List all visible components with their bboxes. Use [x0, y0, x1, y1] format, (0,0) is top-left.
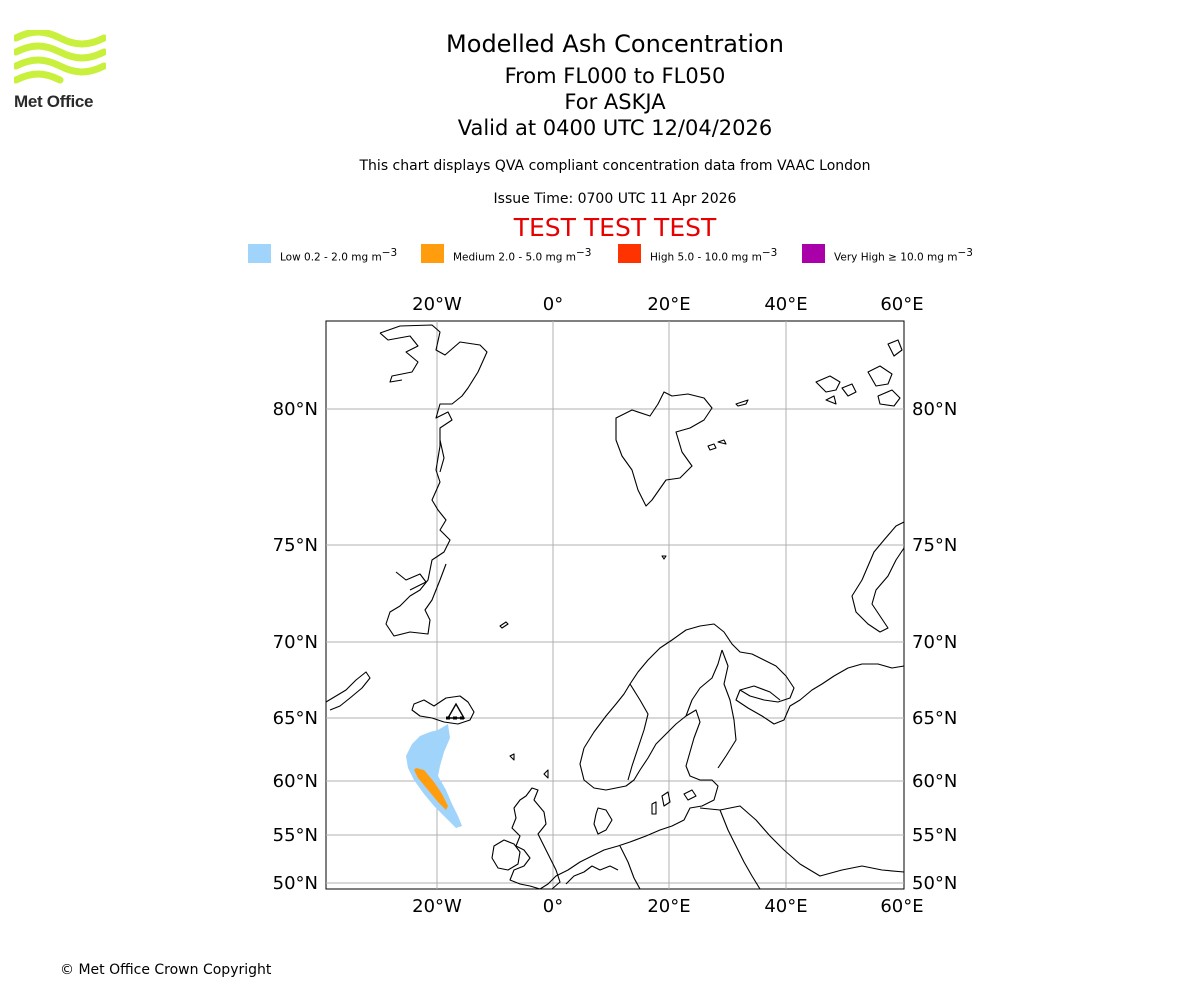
- lon-label-bottom: 60°E: [880, 896, 923, 917]
- kola-white-sea: [739, 685, 781, 701]
- great-britain-coast: [509, 787, 561, 890]
- lat-label-left: 75°N: [273, 535, 318, 556]
- poland-germany: [619, 845, 641, 890]
- norway-sweden-border: [627, 683, 649, 781]
- legend-swatch-very-high: [802, 244, 825, 263]
- greenland-coast: [325, 671, 371, 711]
- svalbard-coast: [615, 391, 713, 507]
- flight-levels: From FL000 to FL050: [504, 64, 726, 88]
- valid-time: Valid at 0400 UTC 12/04/2026: [457, 116, 773, 140]
- novaya-zemlya-coast: [851, 521, 905, 633]
- greenland-coast: [439, 439, 445, 473]
- legend-unit-exp: −3: [575, 247, 592, 259]
- netherlands-coast: [565, 865, 619, 885]
- lat-label-left: 60°N: [273, 771, 318, 792]
- denmark-coast: [593, 807, 613, 835]
- lat-label-right: 70°N: [912, 632, 957, 653]
- oland: [651, 801, 657, 815]
- legend-label-very-high: Very High ≥ 10.0 mg m: [834, 251, 958, 264]
- lat-label-right: 60°N: [912, 771, 957, 792]
- greenland-coast: [379, 332, 419, 383]
- met-office-logo: Met Office: [12, 28, 110, 111]
- poland-east: [719, 809, 761, 890]
- franz-josef-coast: [867, 365, 893, 387]
- lat-label-right: 50°N: [912, 873, 957, 894]
- legend-label-high: High 5.0 - 10.0 mg m: [650, 251, 762, 264]
- scandinavia-coast: [539, 709, 719, 890]
- test-banner: TEST TEST TEST: [513, 213, 717, 242]
- franz-josef-coast: [841, 383, 857, 397]
- estonia-islands: [683, 789, 697, 801]
- legend-swatch-high: [618, 244, 641, 263]
- legend-label-low: Low 0.2 - 2.0 mg m: [280, 251, 382, 264]
- lon-label-top: 0°: [543, 294, 563, 315]
- iceland-coast: [411, 695, 475, 725]
- lon-label-bottom: 0°: [543, 896, 563, 917]
- legend-unit-exp: −3: [381, 247, 398, 259]
- lon-label-top: 40°E: [764, 294, 807, 315]
- legend-unit-exp: −3: [957, 247, 973, 259]
- legend-label-medium: Medium 2.0 - 5.0 mg m: [453, 251, 576, 264]
- sweden-finland-border: [685, 649, 723, 717]
- franz-josef-coast: [815, 375, 841, 393]
- coastlines: [325, 324, 905, 890]
- chart-title: Modelled Ash Concentration: [446, 30, 784, 58]
- logo-text: Met Office: [14, 92, 94, 111]
- shetland: [543, 769, 549, 779]
- scandinavia-coast: [583, 623, 905, 749]
- svalbard-coast: [707, 443, 717, 451]
- legend-unit-exp: −3: [761, 247, 778, 259]
- franz-josef-coast: [825, 395, 837, 405]
- lat-label-right: 80°N: [912, 399, 957, 420]
- copyright: © Met Office Crown Copyright: [60, 962, 272, 978]
- faroes: [509, 753, 515, 761]
- ireland-coast: [491, 839, 521, 871]
- lon-label-bottom: 40°E: [764, 896, 807, 917]
- volcano-name: For ASKJA: [564, 90, 666, 114]
- lon-label-bottom: 20°W: [412, 896, 462, 917]
- lat-label-left: 50°N: [273, 873, 318, 894]
- lat-label-right: 65°N: [912, 708, 957, 729]
- lat-label-right: 55°N: [912, 825, 957, 846]
- lat-label-left: 55°N: [273, 825, 318, 846]
- baltic-states: [699, 805, 905, 877]
- lat-label-left: 80°N: [273, 399, 318, 420]
- svalbard-coast: [717, 439, 727, 445]
- lat-label-left: 65°N: [273, 708, 318, 729]
- finland-russia-border: [717, 649, 737, 769]
- svalbard-coast: [661, 555, 667, 560]
- volcano-icon: [446, 702, 466, 720]
- issue-time: Issue Time: 0700 UTC 11 Apr 2026: [493, 191, 737, 207]
- subtitle: This chart displays QVA compliant concen…: [359, 158, 871, 174]
- franz-josef-coast: [887, 339, 903, 357]
- lon-label-top: 20°E: [647, 294, 690, 315]
- ash-low-contour: [406, 724, 462, 828]
- lat-label-left: 70°N: [273, 632, 318, 653]
- legend-swatch-medium: [421, 244, 444, 263]
- greenland-coast: [379, 324, 488, 637]
- ash-medium-contour: [414, 768, 448, 810]
- lon-label-bottom: 20°E: [647, 896, 690, 917]
- svalbard-coast: [735, 399, 749, 407]
- gotland: [661, 791, 671, 807]
- greenland-coast: [499, 621, 509, 629]
- greenland-coast: [395, 571, 427, 591]
- franz-josef-coast: [877, 389, 901, 407]
- map-frame: [325, 320, 905, 890]
- logo-waves-icon: [12, 28, 108, 84]
- lat-label-right: 75°N: [912, 535, 957, 556]
- legend-swatch-low: [248, 244, 271, 263]
- lon-label-top: 60°E: [880, 294, 923, 315]
- lon-label-top: 20°W: [412, 294, 462, 315]
